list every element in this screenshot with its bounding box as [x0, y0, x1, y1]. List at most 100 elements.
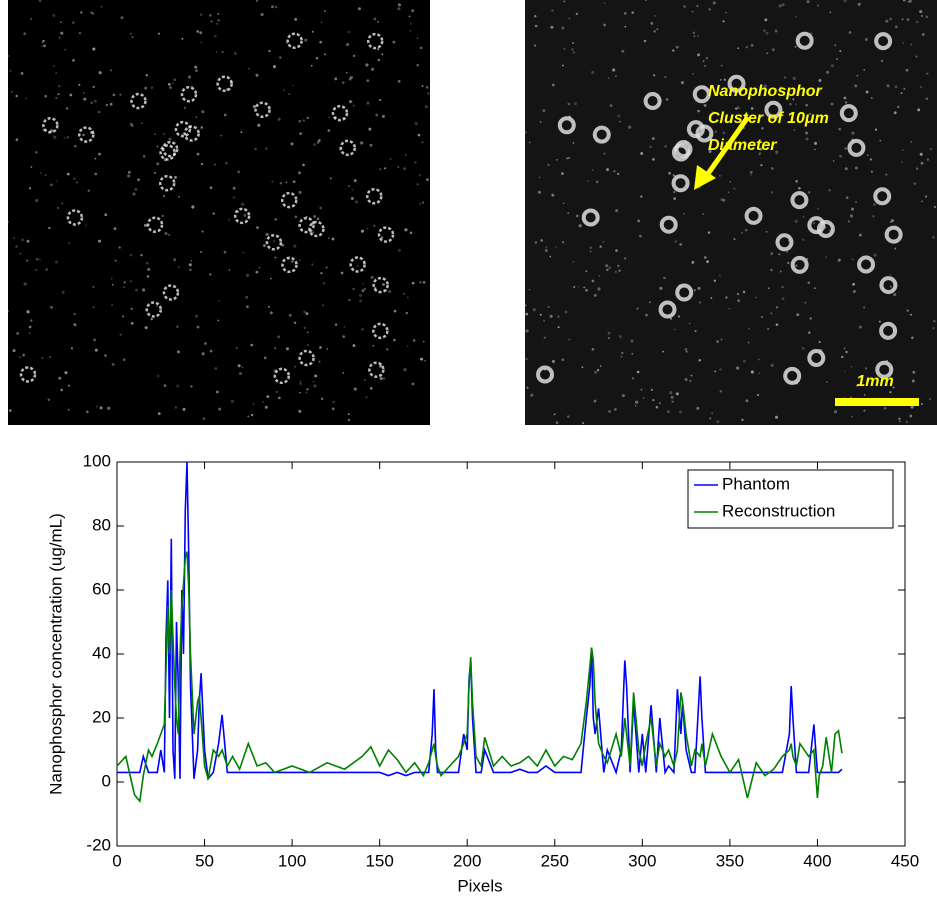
speckle	[795, 46, 797, 48]
speckle	[189, 269, 191, 271]
speckle	[920, 153, 923, 156]
speckle	[758, 359, 760, 361]
speckle	[543, 320, 545, 322]
speckle	[263, 244, 266, 247]
speckle	[615, 209, 618, 212]
speckle	[235, 347, 237, 349]
speckle	[42, 40, 44, 42]
speckle	[534, 15, 536, 17]
speckle	[181, 38, 183, 40]
speckle	[52, 14, 55, 17]
speckle	[671, 396, 674, 399]
speckle	[157, 375, 159, 377]
speckle	[524, 131, 527, 134]
speckle	[748, 341, 750, 343]
speckle	[724, 79, 726, 81]
speckle	[907, 309, 909, 311]
speckle	[617, 265, 619, 267]
speckle	[352, 288, 354, 290]
speckle	[25, 98, 27, 100]
speckle	[836, 58, 838, 60]
speckle	[683, 213, 685, 215]
speckle	[279, 56, 281, 58]
speckle	[529, 142, 531, 144]
speckle	[298, 410, 301, 413]
speckle	[743, 291, 745, 293]
x-tick-label: 0	[112, 851, 121, 870]
speckle	[64, 371, 67, 374]
speckle	[318, 139, 321, 142]
speckle	[252, 403, 254, 405]
speckle	[761, 127, 763, 129]
speckle	[16, 332, 19, 335]
speckle	[535, 241, 537, 243]
speckle	[780, 271, 782, 273]
speckle	[779, 4, 782, 7]
speckle	[863, 410, 865, 412]
speckle	[562, 358, 565, 361]
speckle	[618, 270, 620, 272]
speckle	[261, 13, 264, 16]
speckle	[733, 188, 735, 190]
speckle	[714, 370, 716, 372]
speckle	[696, 407, 699, 410]
speckle	[218, 300, 220, 302]
speckle	[839, 50, 841, 52]
speckle	[819, 341, 821, 343]
speckle	[826, 71, 829, 74]
speckle	[808, 281, 811, 284]
speckle	[131, 322, 134, 325]
speckle	[561, 172, 564, 175]
speckle	[615, 249, 618, 252]
speckle	[621, 50, 624, 53]
speckle	[906, 421, 909, 424]
speckle	[568, 339, 570, 341]
speckle	[276, 391, 278, 393]
speckle	[848, 220, 850, 222]
speckle	[354, 179, 357, 182]
speckle	[106, 104, 108, 106]
speckle	[386, 348, 388, 350]
speckle	[751, 44, 754, 47]
speckle	[838, 259, 841, 262]
speckle	[151, 318, 153, 320]
speckle	[328, 116, 330, 118]
speckle	[766, 231, 768, 233]
speckle	[708, 231, 711, 234]
speckle	[210, 186, 213, 189]
speckle	[525, 305, 527, 307]
speckle	[681, 81, 684, 84]
speckle	[619, 121, 621, 123]
speckle	[907, 18, 910, 21]
speckle	[870, 158, 872, 160]
speckle	[188, 76, 191, 79]
speckle	[782, 286, 784, 288]
speckle	[110, 103, 113, 106]
speckle	[525, 313, 528, 316]
speckle	[335, 324, 337, 326]
speckle	[679, 411, 682, 414]
speckle	[920, 86, 922, 88]
speckle	[294, 18, 297, 21]
speckle	[300, 383, 302, 385]
speckle	[619, 335, 622, 338]
speckle	[757, 394, 759, 396]
speckle	[745, 229, 748, 232]
speckle	[652, 158, 655, 161]
speckle	[695, 330, 697, 332]
speckle	[557, 315, 560, 318]
y-tick-label: 100	[83, 451, 111, 470]
speckle	[651, 389, 653, 391]
speckle	[364, 379, 366, 381]
speckle	[268, 306, 270, 308]
speckle	[293, 85, 295, 87]
speckle	[933, 320, 936, 323]
speckle	[319, 346, 322, 349]
speckle	[419, 174, 421, 176]
speckle	[795, 180, 798, 183]
speckle	[305, 391, 307, 393]
speckle	[813, 222, 815, 224]
speckle	[921, 162, 924, 165]
speckle	[737, 47, 739, 49]
speckle	[613, 170, 615, 172]
